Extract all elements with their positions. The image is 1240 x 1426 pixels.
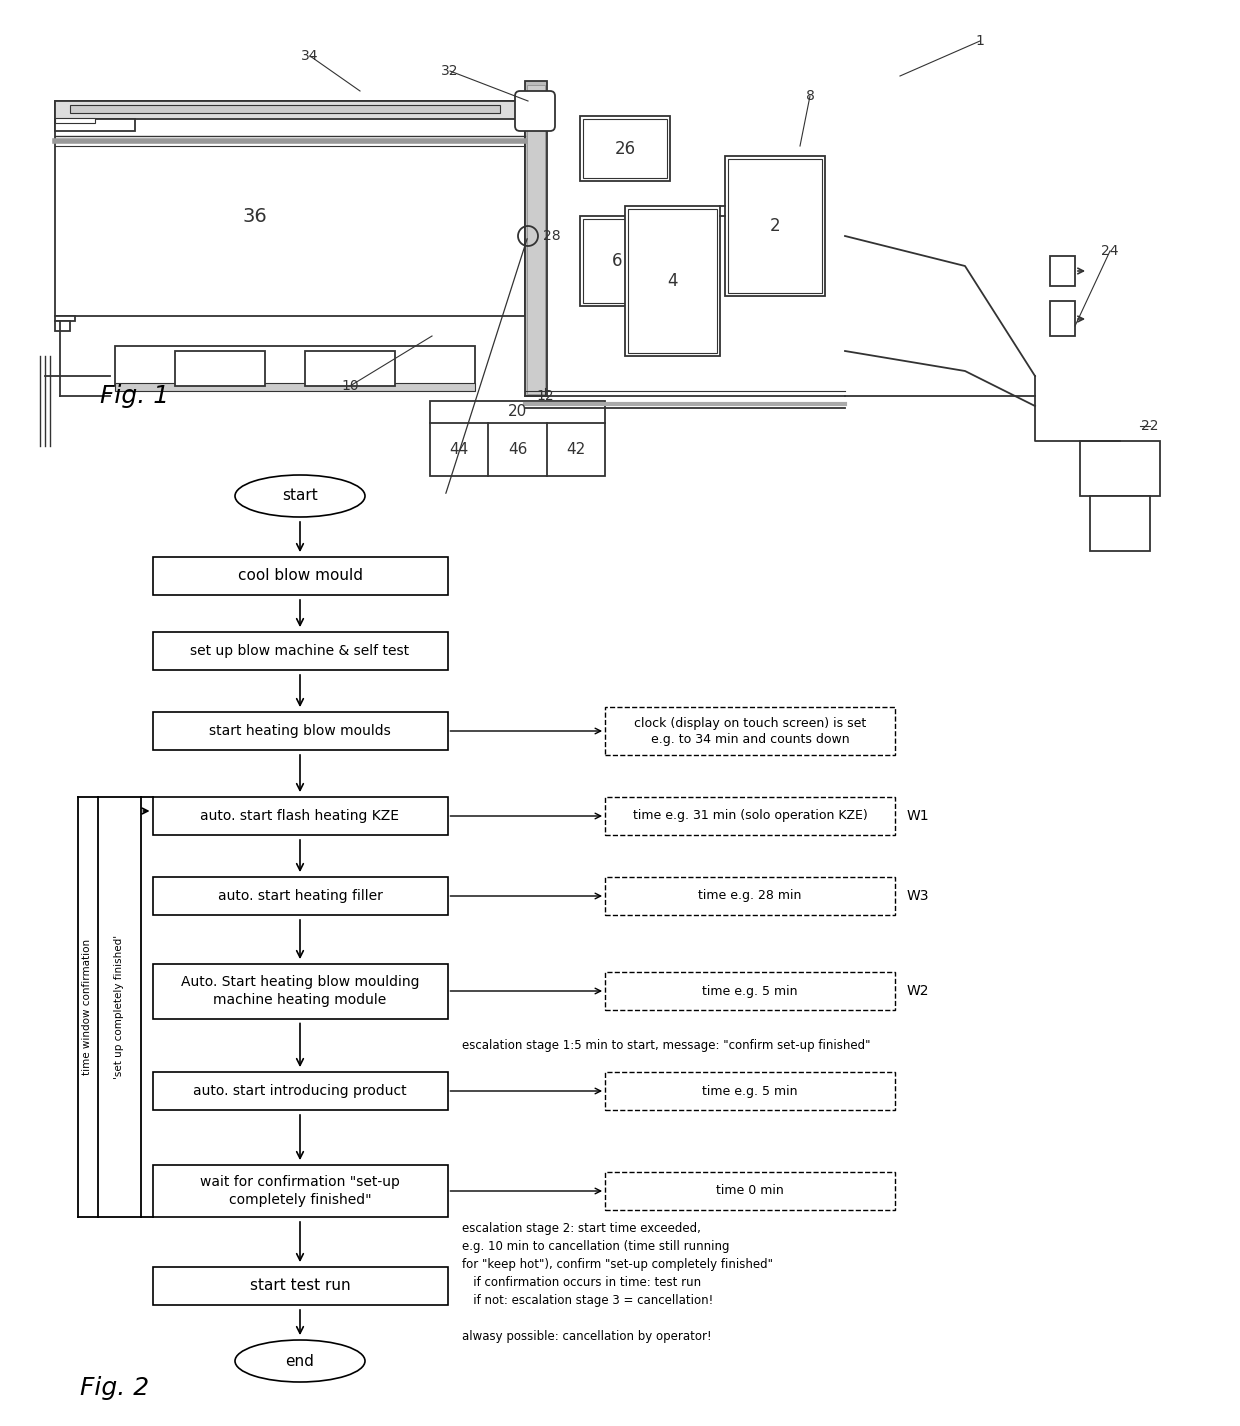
- Bar: [153, 1165, 448, 1216]
- Ellipse shape: [236, 475, 365, 518]
- Text: 2: 2: [770, 217, 780, 235]
- Bar: [55, 101, 525, 317]
- Bar: [153, 877, 448, 915]
- Text: time 0 min: time 0 min: [717, 1185, 784, 1198]
- Text: 34: 34: [301, 48, 319, 63]
- Text: 32: 32: [441, 64, 459, 78]
- Bar: [580, 215, 655, 307]
- Bar: [115, 384, 475, 391]
- Bar: [153, 1072, 448, 1109]
- Text: auto. start introducing product: auto. start introducing product: [193, 1084, 407, 1098]
- Text: 8: 8: [806, 88, 815, 103]
- Text: Fig. 2: Fig. 2: [81, 1376, 149, 1400]
- Bar: [1050, 257, 1075, 287]
- Bar: [115, 347, 475, 386]
- Text: 4: 4: [667, 272, 677, 289]
- Bar: [725, 155, 825, 297]
- Text: W3: W3: [906, 888, 930, 903]
- Bar: [153, 632, 448, 670]
- Bar: [527, 86, 546, 394]
- Bar: [583, 118, 667, 178]
- Text: 22: 22: [1141, 419, 1158, 434]
- Bar: [1050, 301, 1075, 337]
- Bar: [605, 1072, 895, 1109]
- Bar: [153, 1266, 448, 1305]
- Text: Fig. 1: Fig. 1: [100, 384, 169, 408]
- Bar: [728, 160, 822, 292]
- Text: time e.g. 5 min: time e.g. 5 min: [702, 1085, 797, 1098]
- Bar: [175, 351, 265, 386]
- Text: 6: 6: [611, 252, 622, 270]
- Bar: [55, 321, 69, 331]
- Text: 44: 44: [450, 442, 469, 456]
- Bar: [525, 81, 547, 396]
- Text: time e.g. 28 min: time e.g. 28 min: [698, 890, 802, 903]
- Bar: [305, 351, 396, 386]
- Bar: [55, 118, 95, 123]
- Text: 12: 12: [536, 389, 554, 404]
- Bar: [153, 964, 448, 1018]
- Text: time e.g. 5 min: time e.g. 5 min: [702, 984, 797, 998]
- Text: W1: W1: [906, 809, 930, 823]
- Text: 'set up completely finished': 'set up completely finished': [114, 935, 124, 1079]
- Bar: [605, 877, 895, 915]
- Bar: [580, 116, 670, 181]
- Bar: [153, 712, 448, 750]
- Text: escalation stage 2: start time exceeded,
e.g. 10 min to cancellation (time still: escalation stage 2: start time exceeded,…: [463, 1222, 774, 1343]
- Text: wait for confirmation "set-up
completely finished": wait for confirmation "set-up completely…: [200, 1175, 401, 1206]
- Bar: [605, 707, 895, 754]
- Bar: [55, 317, 74, 321]
- Bar: [1080, 441, 1159, 496]
- Text: end: end: [285, 1353, 315, 1369]
- Text: start: start: [283, 489, 317, 503]
- Text: 24: 24: [1101, 244, 1118, 258]
- Bar: [430, 401, 605, 476]
- Text: W2: W2: [906, 984, 930, 998]
- Text: 46: 46: [508, 442, 527, 456]
- Bar: [605, 973, 895, 1010]
- Bar: [55, 118, 135, 131]
- Bar: [69, 106, 500, 113]
- Bar: [625, 205, 720, 356]
- Bar: [627, 210, 717, 354]
- Bar: [1090, 496, 1149, 550]
- Bar: [153, 558, 448, 595]
- Bar: [605, 797, 895, 836]
- Text: start heating blow moulds: start heating blow moulds: [210, 724, 391, 739]
- Text: auto. start heating filler: auto. start heating filler: [217, 888, 382, 903]
- Text: cool blow mould: cool blow mould: [238, 569, 362, 583]
- Text: clock (display on touch screen) is set
e.g. to 34 min and counts down: clock (display on touch screen) is set e…: [634, 716, 866, 746]
- Text: escalation stage 1:5 min to start, message: "confirm set-up finished": escalation stage 1:5 min to start, messa…: [463, 1038, 870, 1052]
- Text: 1: 1: [976, 34, 985, 48]
- Bar: [583, 220, 652, 302]
- Ellipse shape: [236, 1340, 365, 1382]
- Text: set up blow machine & self test: set up blow machine & self test: [191, 645, 409, 657]
- Text: 26: 26: [615, 140, 636, 158]
- Text: time window confirmation: time window confirmation: [83, 938, 93, 1075]
- Text: Auto. Start heating blow moulding
machine heating module: Auto. Start heating blow moulding machin…: [181, 975, 419, 1007]
- Text: start test run: start test run: [249, 1279, 351, 1293]
- Text: time e.g. 31 min (solo operation KZE): time e.g. 31 min (solo operation KZE): [632, 810, 867, 823]
- Bar: [153, 797, 448, 836]
- FancyBboxPatch shape: [515, 91, 556, 131]
- Text: 10: 10: [341, 379, 358, 394]
- Text: 42: 42: [567, 442, 585, 456]
- Text: 36: 36: [243, 207, 268, 225]
- Bar: [55, 101, 525, 118]
- Text: auto. start flash heating KZE: auto. start flash heating KZE: [201, 809, 399, 823]
- Bar: [605, 1172, 895, 1211]
- Text: 20: 20: [508, 405, 527, 419]
- Text: 28: 28: [543, 230, 560, 242]
